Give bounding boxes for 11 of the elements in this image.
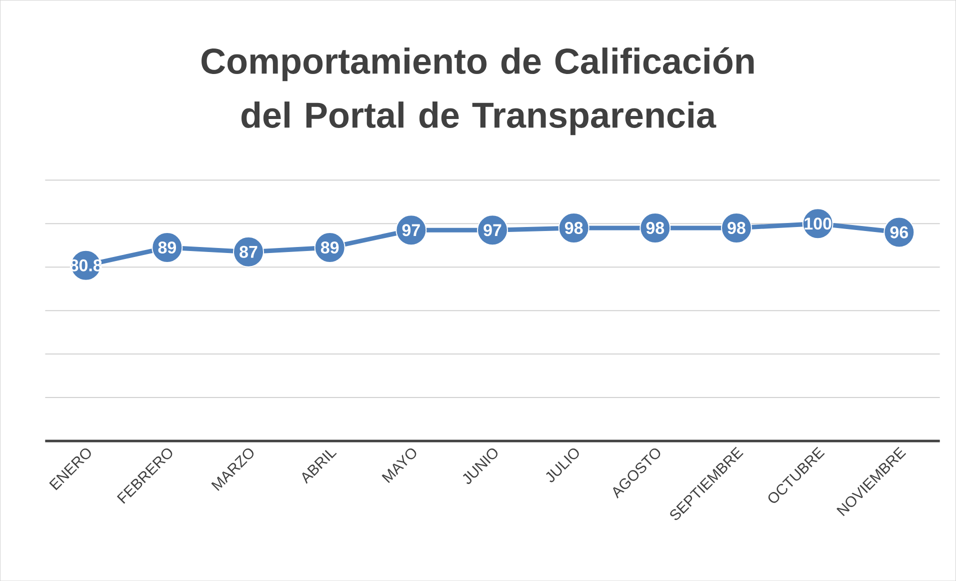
- data-label: 98: [564, 222, 583, 234]
- data-label: 89: [320, 241, 339, 254]
- chart-title: Comportamiento de Calificación del Portal de Transparencia: [202, 47, 754, 135]
- data-label: 100: [804, 218, 832, 230]
- data-label: 96: [890, 226, 908, 238]
- data-label: 97: [402, 224, 420, 236]
- data-label: 87: [240, 246, 258, 258]
- data-label: 89: [158, 241, 176, 254]
- data-label: 97: [484, 224, 502, 236]
- data-label: 98: [728, 222, 746, 234]
- data-label: 98: [646, 222, 664, 234]
